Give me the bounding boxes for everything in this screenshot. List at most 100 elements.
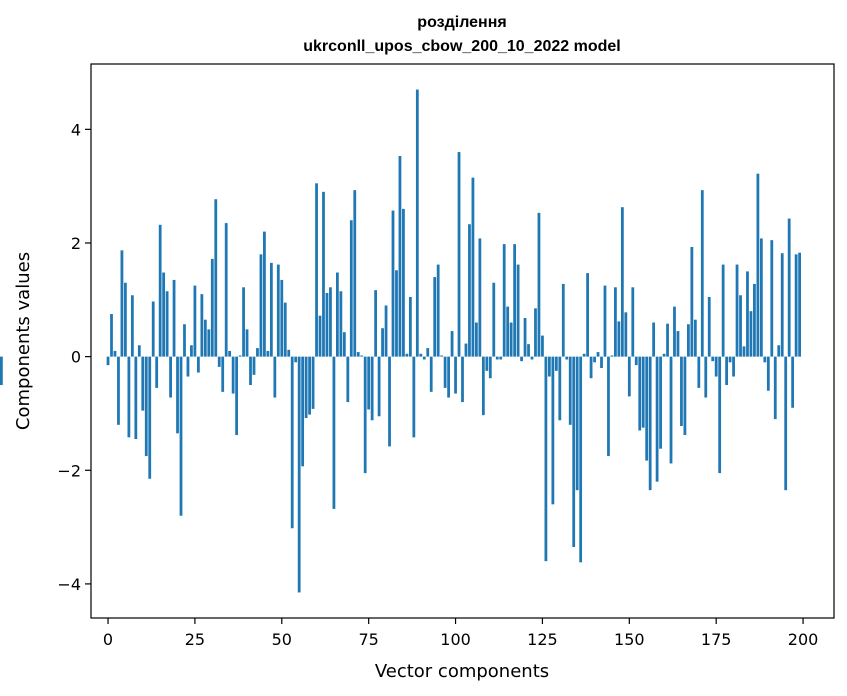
y-tick-label: 4 — [71, 120, 81, 139]
bar-75 — [367, 356, 371, 410]
bar-192 — [773, 356, 777, 420]
bar-108 — [481, 356, 485, 416]
x-tick-label: 0 — [103, 630, 113, 649]
bar-11 — [144, 356, 148, 457]
bar-118 — [516, 264, 520, 357]
bar-36 — [231, 356, 235, 394]
bar-120 — [523, 317, 527, 357]
bar-59 — [311, 356, 315, 409]
bar-140 — [593, 356, 596, 363]
bar-27 — [200, 294, 204, 357]
bar-115 — [506, 306, 510, 357]
bar-49 — [276, 264, 280, 357]
bar-162 — [669, 356, 673, 464]
bar-84 — [398, 156, 402, 357]
bar-153 — [638, 356, 642, 431]
bar-22 — [183, 324, 186, 357]
bar-132 — [565, 356, 569, 360]
bar-146 — [614, 287, 617, 357]
bar-106 — [475, 322, 478, 357]
bar-45 — [263, 231, 266, 357]
bar-25 — [193, 285, 197, 357]
bar-79 — [381, 328, 384, 357]
bar-93 — [429, 356, 433, 392]
bar-12 — [148, 356, 152, 479]
bar-68 — [342, 332, 346, 357]
bar-13 — [151, 301, 155, 357]
x-tick-label: 25 — [185, 630, 205, 649]
bars-group — [0, 89, 801, 593]
bar-188 — [759, 238, 763, 357]
bar-23 — [186, 356, 190, 377]
bar-17 — [165, 291, 169, 357]
bar-119 — [520, 356, 523, 362]
bar-19 — [172, 279, 176, 357]
bar-70 — [349, 220, 353, 357]
x-tick-label: 100 — [440, 630, 471, 649]
bar-124 — [537, 212, 541, 357]
bar-24 — [190, 345, 193, 357]
bar-194 — [780, 253, 784, 357]
bar-9 — [137, 345, 141, 357]
bar-44 — [259, 254, 263, 357]
x-axis-ticks: 0 25 50 75 100 125 150 175 200 — [103, 618, 818, 649]
bar-152 — [634, 356, 638, 366]
bar-114 — [502, 244, 506, 357]
bar-90 — [419, 353, 423, 357]
x-axis-label: Vector components — [375, 661, 549, 682]
x-tick-label: 200 — [788, 630, 819, 649]
bar-135 — [575, 356, 579, 491]
bar-127 — [547, 356, 551, 377]
bar-117 — [513, 244, 517, 357]
bar-29 — [207, 329, 211, 357]
bar-53 — [290, 356, 294, 529]
bar-166 — [683, 356, 687, 436]
x-tick-label: 125 — [527, 630, 558, 649]
bar-67 — [339, 291, 343, 357]
y-tick-label: 0 — [71, 348, 81, 367]
y-axis-label: Components values — [13, 252, 34, 430]
bar-80 — [384, 305, 388, 357]
bar-34 — [224, 223, 228, 357]
bar-64 — [329, 287, 332, 357]
bar-78 — [377, 356, 381, 417]
bar-83 — [395, 270, 398, 357]
bar-176 — [718, 356, 722, 474]
bar-105 — [471, 177, 475, 357]
bar-123 — [534, 308, 537, 357]
bar-57 — [304, 356, 308, 418]
bar-177 — [721, 264, 725, 357]
bar-173 — [707, 296, 711, 357]
bar-109 — [485, 356, 489, 371]
bar-157 — [652, 322, 656, 357]
bar-10 — [141, 356, 145, 411]
bar-131 — [561, 283, 565, 357]
bar-139 — [589, 356, 593, 379]
bar-60 — [315, 183, 318, 357]
bar-103 — [464, 343, 468, 357]
bar-179 — [728, 356, 732, 363]
bar-82 — [391, 210, 395, 357]
bar-73 — [360, 355, 364, 357]
bar-170 — [697, 356, 701, 388]
bar-137 — [582, 353, 586, 357]
bar-149 — [624, 312, 628, 357]
bar-175 — [714, 356, 718, 377]
bar-undefined — [0, 356, 3, 386]
bar-21 — [179, 356, 183, 516]
bar-142 — [600, 356, 603, 368]
bar-4 — [120, 250, 124, 357]
bar-76 — [370, 356, 374, 421]
bar-104 — [468, 224, 471, 357]
bar-183 — [742, 346, 746, 357]
bar-195 — [784, 356, 788, 491]
bar-100 — [454, 356, 457, 394]
y-tick-label: −2 — [57, 461, 81, 480]
bar-30 — [210, 258, 214, 357]
bar-110 — [488, 356, 492, 379]
bar-187 — [756, 173, 760, 357]
bar-168 — [690, 246, 694, 357]
bar-198 — [794, 254, 798, 357]
x-tick-label: 50 — [272, 630, 292, 649]
bar-145 — [610, 355, 614, 357]
